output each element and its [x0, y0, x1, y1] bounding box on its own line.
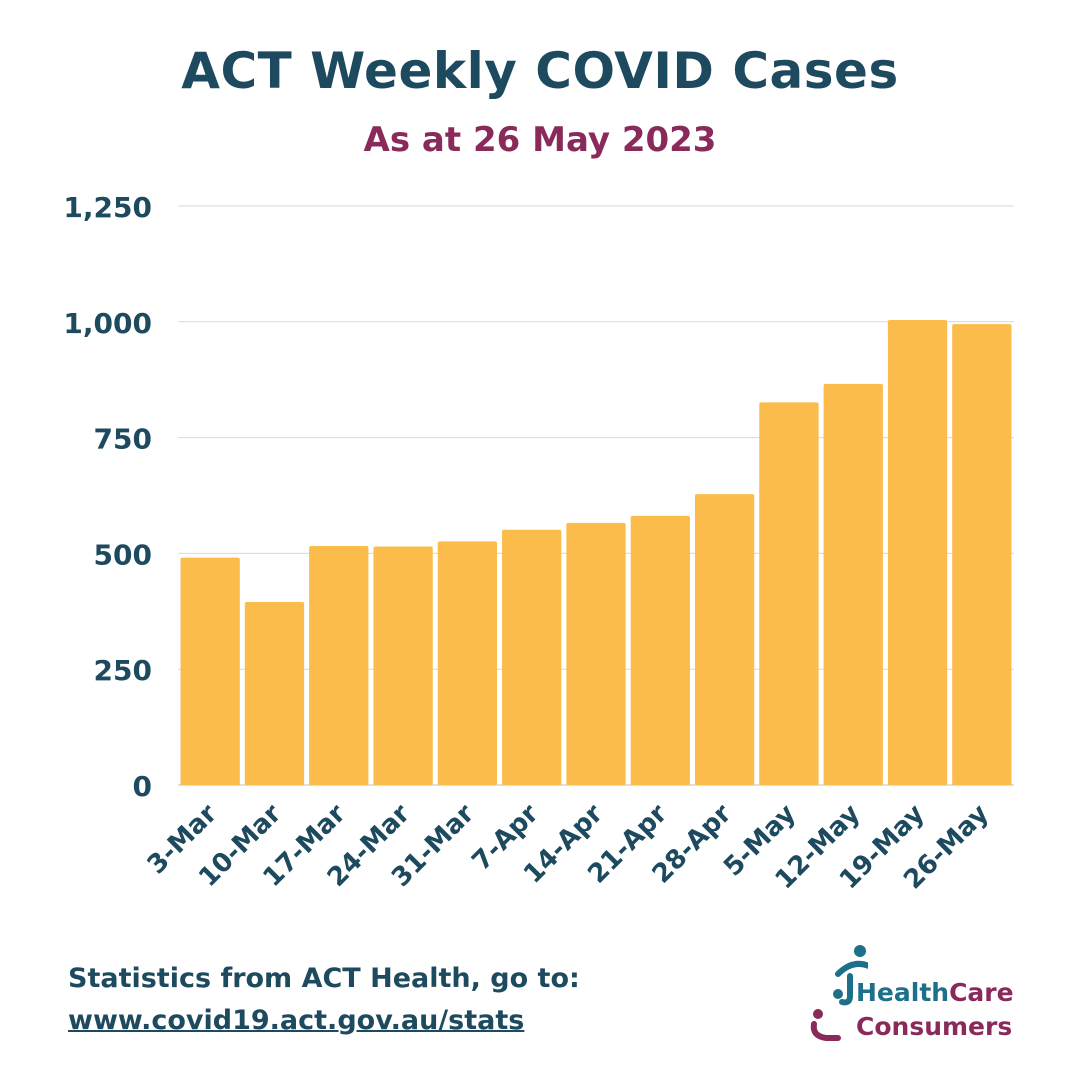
- bar-10-Mar: [244, 602, 305, 785]
- bars: [180, 319, 1012, 785]
- y-tick-label: 1,250: [63, 191, 152, 224]
- y-tick-label: 500: [94, 538, 152, 571]
- bar-26-May: [952, 324, 1012, 785]
- healthcare-consumers-logo: HealthCare Consumers: [808, 944, 1018, 1044]
- logo-word-health: Health: [856, 978, 950, 1007]
- bar-31-Mar: [437, 541, 498, 785]
- bar-21-Apr: [630, 515, 690, 785]
- chart-subtitle: As at 26 May 2023: [363, 120, 717, 160]
- y-axis-ticks: 0 250 500 750 1,000 1,250: [63, 191, 152, 803]
- logo-line-1: HealthCare: [856, 978, 1014, 1007]
- y-tick-label: 250: [94, 654, 152, 687]
- x-axis-ticks: 3-Mar10-Mar17-Mar24-Mar31-Mar7-Apr14-Apr…: [142, 799, 995, 896]
- bar-28-Apr: [694, 494, 755, 785]
- source-link[interactable]: www.covid19.act.gov.au/stats: [68, 1005, 525, 1036]
- source-note: Statistics from ACT Health, go to: www.c…: [68, 958, 580, 1042]
- y-tick-label: 750: [94, 423, 152, 456]
- bar-chart: 0 250 500 750 1,000 1,250 3-Mar10-Mar17-Mar24…: [63, 191, 1014, 896]
- y-tick-label: 0: [133, 770, 152, 803]
- logo-word-care: Care: [949, 978, 1014, 1007]
- bar-24-Mar: [373, 546, 433, 785]
- bar-14-Apr: [566, 522, 626, 785]
- bar-19-May: [887, 319, 948, 785]
- bar-5-May: [759, 402, 819, 785]
- source-text: Statistics from ACT Health, go to:: [68, 963, 580, 994]
- y-tick-label: 1,000: [63, 307, 152, 340]
- logo-figure-icon: [810, 945, 868, 1041]
- bar-7-Apr: [502, 529, 562, 785]
- bar-12-May: [823, 383, 883, 785]
- logo-word-consumers: Consumers: [856, 1012, 1013, 1041]
- bar-3-Mar: [180, 557, 240, 785]
- chart-title: ACT Weekly COVID Cases: [181, 42, 899, 100]
- bar-17-Mar: [309, 545, 369, 785]
